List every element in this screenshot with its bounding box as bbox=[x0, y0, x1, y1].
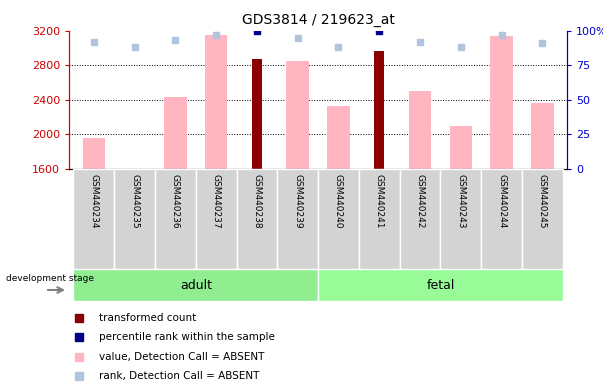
Bar bbox=[205, 35, 227, 169]
Text: GSM440241: GSM440241 bbox=[374, 174, 384, 228]
Bar bbox=[236, 169, 277, 269]
Text: percentile rank within the sample: percentile rank within the sample bbox=[99, 332, 275, 342]
Text: GSM440240: GSM440240 bbox=[334, 174, 343, 228]
Bar bbox=[124, 169, 146, 170]
Text: rank, Detection Call = ABSENT: rank, Detection Call = ABSENT bbox=[99, 371, 259, 381]
Text: value, Detection Call = ABSENT: value, Detection Call = ABSENT bbox=[99, 352, 265, 362]
Bar bbox=[114, 169, 155, 269]
Text: GSM440235: GSM440235 bbox=[130, 174, 139, 228]
Text: GSM440242: GSM440242 bbox=[415, 174, 425, 228]
Text: GSM440239: GSM440239 bbox=[293, 174, 302, 228]
Text: GSM440236: GSM440236 bbox=[171, 174, 180, 228]
Bar bbox=[327, 106, 350, 169]
Bar bbox=[164, 97, 186, 169]
Bar bbox=[481, 169, 522, 269]
Bar bbox=[318, 269, 563, 301]
Text: adult: adult bbox=[180, 279, 212, 291]
Bar bbox=[359, 169, 400, 269]
Text: development stage: development stage bbox=[5, 274, 93, 283]
Title: GDS3814 / 219623_at: GDS3814 / 219623_at bbox=[242, 13, 394, 27]
Bar bbox=[277, 169, 318, 269]
Bar bbox=[74, 169, 114, 269]
Text: GSM440237: GSM440237 bbox=[212, 174, 221, 228]
Bar bbox=[196, 169, 236, 269]
Text: transformed count: transformed count bbox=[99, 313, 197, 323]
Bar bbox=[400, 169, 440, 269]
Bar bbox=[490, 36, 513, 169]
Bar bbox=[286, 61, 309, 169]
Text: GSM440245: GSM440245 bbox=[538, 174, 547, 228]
Bar bbox=[522, 169, 563, 269]
Bar bbox=[83, 138, 105, 169]
Text: GSM440244: GSM440244 bbox=[497, 174, 506, 228]
Bar bbox=[74, 269, 318, 301]
Bar bbox=[409, 91, 431, 169]
Bar bbox=[374, 51, 384, 169]
Text: fetal: fetal bbox=[426, 279, 455, 291]
Text: GSM440243: GSM440243 bbox=[456, 174, 466, 228]
Bar bbox=[155, 169, 196, 269]
Bar bbox=[531, 103, 554, 169]
Bar bbox=[252, 59, 262, 169]
Text: GSM440234: GSM440234 bbox=[89, 174, 98, 228]
Bar bbox=[318, 169, 359, 269]
Bar bbox=[450, 126, 472, 169]
Text: GSM440238: GSM440238 bbox=[253, 174, 262, 228]
Bar bbox=[440, 169, 481, 269]
